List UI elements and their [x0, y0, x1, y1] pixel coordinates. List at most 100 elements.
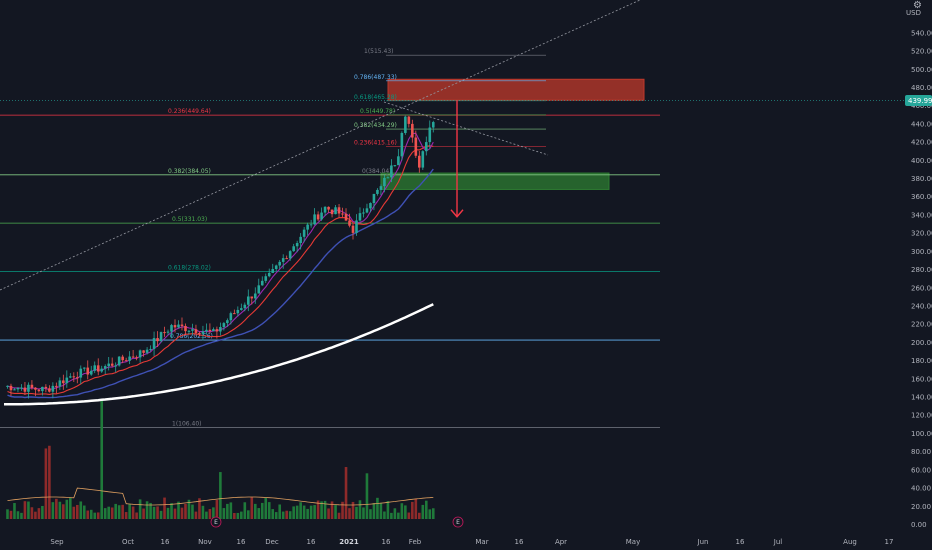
candle-body [285, 258, 288, 260]
y-tick-label: 380.00 [911, 175, 932, 183]
volume-bar [386, 501, 390, 519]
candle-body [257, 285, 261, 294]
candle-body [41, 386, 44, 392]
candle-body [323, 206, 327, 213]
volume-bar [72, 506, 76, 519]
candle-body [240, 308, 243, 310]
candle-body [383, 177, 386, 187]
candle-body [355, 220, 358, 233]
earnings-marker-label: E [214, 519, 218, 526]
fib-label: 0.236(449.64) [168, 108, 211, 115]
volume-bar [163, 497, 166, 519]
volume-bar [274, 512, 278, 519]
x-tick-label: 16 [237, 538, 246, 546]
volume-bars [6, 399, 435, 519]
x-tick-label: 16 [161, 538, 170, 546]
candle-body [320, 212, 323, 220]
earnings-marker [452, 516, 464, 528]
candle-body [316, 214, 320, 220]
volume-bar [330, 501, 334, 519]
candle-body [55, 385, 58, 387]
y-tick-label: 480.00 [911, 84, 932, 92]
candle-body [198, 332, 201, 334]
candle-body [358, 213, 362, 221]
volume-ma-line [7, 487, 434, 506]
candle-body [302, 229, 306, 237]
candle-body [341, 213, 344, 215]
candle-body [295, 243, 299, 247]
volume-bar [156, 506, 159, 519]
volume-bar [166, 507, 170, 519]
candle-body [135, 357, 138, 359]
volume-bar [55, 498, 58, 519]
candle-body [37, 389, 41, 392]
sma-blue-line [7, 168, 434, 399]
volume-bar [257, 508, 261, 519]
volume-bar [96, 512, 100, 519]
candle-body [187, 330, 191, 332]
volume-bar [250, 497, 254, 519]
candle-body [271, 269, 275, 273]
candle-body [299, 236, 302, 244]
candle-body [145, 349, 149, 353]
candle-body [264, 276, 268, 281]
volume-bar [44, 448, 48, 519]
volume-bar [233, 512, 236, 519]
candle-body [233, 313, 236, 315]
volume-bar [411, 501, 414, 519]
volume-bar [131, 506, 135, 519]
candle-body [159, 332, 163, 342]
volume-bar [264, 497, 268, 519]
x-tick-label: Dec [265, 538, 279, 546]
candle-body [205, 329, 208, 332]
y-tick-label: 420.00 [911, 139, 932, 147]
candle-body [278, 261, 282, 266]
candle-body [131, 356, 135, 358]
volume-bar [243, 502, 247, 519]
volume-bar [271, 509, 275, 519]
volume-bar [212, 507, 215, 519]
volume-bar [306, 508, 309, 519]
volume-bar [414, 498, 418, 519]
fib-label: 1(106.40) [172, 421, 202, 428]
candle-body [226, 320, 229, 324]
volume-bar [344, 467, 348, 519]
volume-bar [323, 500, 327, 519]
fib-label: 0.618(465.28) [354, 94, 397, 101]
gear-icon[interactable]: ⚙ [913, 0, 922, 11]
volume-bar [58, 501, 62, 519]
candle-body [58, 380, 62, 387]
x-tick-label: 16 [307, 538, 316, 546]
candle-body [44, 386, 48, 389]
volume-bar [362, 507, 365, 519]
volume-bar [51, 502, 55, 519]
candle-body [194, 329, 198, 333]
x-tick-label: 16 [736, 538, 745, 546]
candle-body [379, 186, 383, 190]
candle-body [400, 132, 404, 157]
candle-body [313, 214, 316, 225]
volume-bar [128, 504, 131, 519]
fib-label: 0.5(331.03) [172, 216, 207, 223]
volume-bar [142, 508, 145, 519]
y-tick-label: 240.00 [911, 302, 932, 310]
candle-body [20, 387, 23, 389]
candle-body [156, 338, 159, 342]
volume-bar [247, 510, 250, 519]
fib-label: 1(515.43) [364, 48, 394, 55]
candle-body [69, 376, 72, 378]
volume-bar [173, 508, 177, 519]
volume-bar [348, 508, 351, 519]
candle-body [9, 385, 13, 391]
volume-bar [135, 512, 138, 519]
y-tick-label: 160.00 [911, 375, 932, 383]
candle-body [288, 251, 292, 259]
candle-body [274, 265, 278, 270]
candle-body [250, 296, 254, 299]
candle-body [163, 332, 166, 334]
volume-bar [177, 501, 180, 519]
volume-bar [152, 506, 156, 519]
volume-bar [145, 501, 149, 519]
y-tick-label: 220.00 [911, 321, 932, 329]
